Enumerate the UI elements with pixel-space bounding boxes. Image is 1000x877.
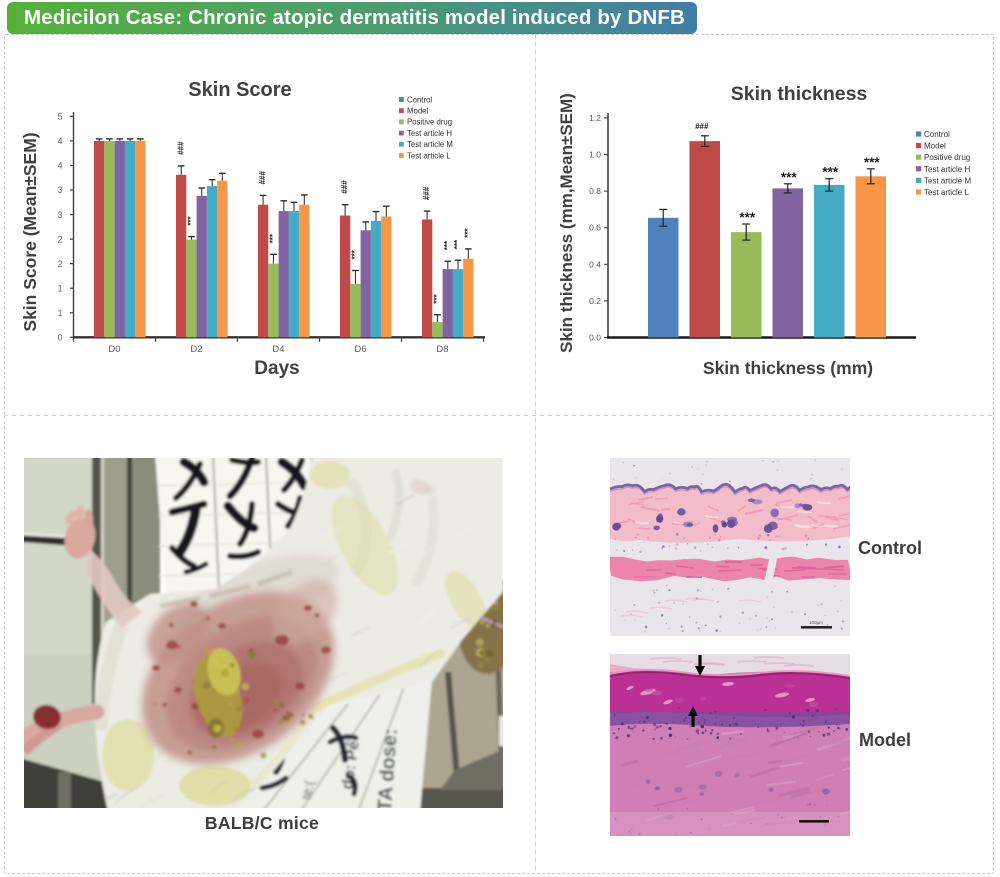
svg-text:***: *** <box>269 233 278 243</box>
svg-text:***: *** <box>443 240 452 250</box>
svg-text:Skin thickness (mm): Skin thickness (mm) <box>703 358 873 378</box>
svg-text:***: *** <box>351 249 360 259</box>
svg-text:0.8: 0.8 <box>589 186 601 196</box>
svg-text:BALB/C mice: BALB/C mice <box>205 813 319 833</box>
svg-text:0.0: 0.0 <box>589 333 601 343</box>
svg-text:100µm: 100µm <box>809 620 823 625</box>
svg-text:3: 3 <box>58 185 63 195</box>
svg-text:D6: D6 <box>354 344 366 355</box>
svg-text:Test article H: Test article H <box>924 165 970 174</box>
svg-text:Skin Score: Skin Score <box>188 79 291 101</box>
svg-text:###: ### <box>695 122 709 131</box>
svg-text:TA dose:: TA dose: <box>374 728 402 813</box>
svg-text:D4: D4 <box>272 344 284 355</box>
svg-text:Test article M: Test article M <box>924 176 971 185</box>
svg-text:Control: Control <box>858 538 922 558</box>
svg-text:Test article H: Test article H <box>407 129 452 138</box>
svg-text:***: *** <box>781 170 798 185</box>
svg-text:0.4: 0.4 <box>589 259 601 269</box>
svg-text:Days: Days <box>254 358 299 379</box>
svg-text:###: ### <box>176 141 185 155</box>
svg-text:Model: Model <box>859 730 911 750</box>
svg-text:1.2: 1.2 <box>589 113 601 123</box>
svg-text:0.2: 0.2 <box>589 296 601 306</box>
svg-text:Skin Score (Mean±SEM): Skin Score (Mean±SEM) <box>20 132 40 331</box>
svg-text:***: *** <box>464 228 473 238</box>
svg-text:1: 1 <box>58 308 63 318</box>
svg-text:***: *** <box>822 165 839 180</box>
svg-text:***: *** <box>433 293 442 303</box>
svg-text:Control: Control <box>407 95 432 104</box>
svg-text:Model: Model <box>924 142 946 151</box>
svg-text:###: ### <box>340 180 349 194</box>
svg-text:Test article M: Test article M <box>407 140 453 149</box>
svg-text:Test article L: Test article L <box>924 188 969 197</box>
svg-text:1.0: 1.0 <box>589 150 601 160</box>
svg-text:0.6: 0.6 <box>589 223 601 233</box>
svg-text:2: 2 <box>58 234 63 244</box>
svg-text:D2: D2 <box>190 344 202 355</box>
svg-text:***: *** <box>864 155 881 170</box>
svg-text:D8: D8 <box>436 344 448 355</box>
svg-text:###: ### <box>422 186 431 200</box>
svg-text:5: 5 <box>58 112 63 122</box>
svg-text:Skin thickness: Skin thickness <box>731 83 868 105</box>
svg-text:D0: D0 <box>108 344 120 355</box>
svg-text:4: 4 <box>58 136 63 146</box>
svg-text:***: *** <box>739 210 756 225</box>
svg-text:***: *** <box>453 239 462 249</box>
svg-text:Skin thickness (mm,Mean±SEM): Skin thickness (mm,Mean±SEM) <box>557 93 576 353</box>
svg-text:Test article L: Test article L <box>407 151 451 160</box>
svg-text:###: ### <box>258 171 267 185</box>
svg-text:1: 1 <box>58 283 63 293</box>
svg-text:0: 0 <box>58 333 63 343</box>
svg-text:Model: Model <box>407 107 429 116</box>
svg-text:Control: Control <box>924 130 950 139</box>
svg-text:3: 3 <box>58 210 63 220</box>
svg-text:2: 2 <box>58 259 63 269</box>
svg-text:4: 4 <box>58 161 63 171</box>
svg-text:Positive drug: Positive drug <box>924 153 970 162</box>
svg-text:Positive drug: Positive drug <box>407 118 452 127</box>
svg-text:***: *** <box>187 215 196 225</box>
svg-text:te:(: te:( <box>298 778 317 800</box>
